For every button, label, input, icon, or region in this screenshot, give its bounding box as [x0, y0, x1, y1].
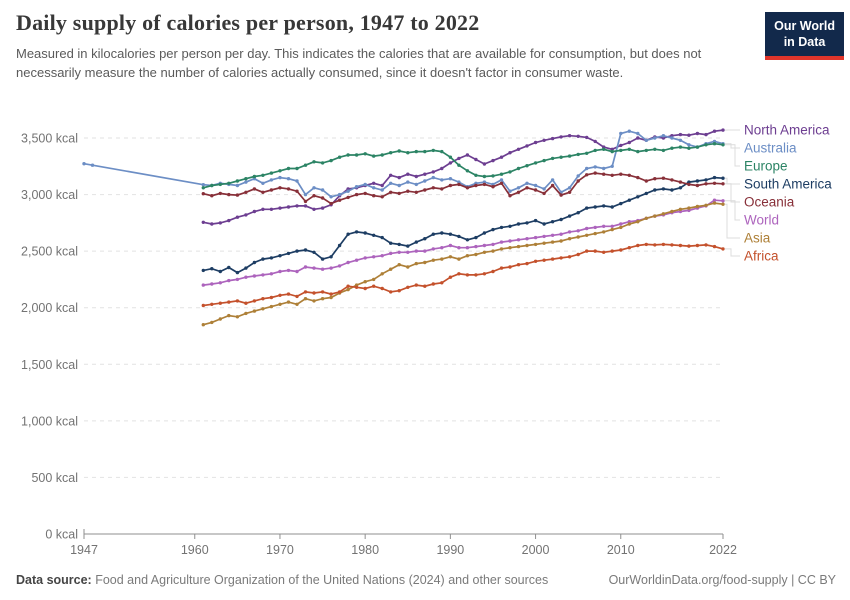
chart-subtitle: Measured in kilocalories per person per …: [16, 46, 702, 80]
legend-item-asia[interactable]: Asia: [744, 231, 771, 246]
series-line-australia: [83, 130, 724, 198]
chart-canvas[interactable]: 0 kcal 500 kcal 1,000 kcal 1,500 kcal 2,000 …: [0, 112, 850, 567]
legend-item-south-america[interactable]: South America: [744, 177, 832, 192]
y-tick-label: 1,000 kcal: [21, 414, 78, 428]
legend-connector: [725, 248, 740, 257]
x-tick-label: 1947: [70, 543, 98, 557]
owid-logo-line1: Our World: [774, 19, 835, 33]
legend-item-africa[interactable]: Africa: [744, 249, 779, 264]
x-tick-label: 2000: [522, 543, 550, 557]
legend-item-australia[interactable]: Australia: [744, 141, 797, 156]
legend-connector: [725, 144, 740, 167]
series-north-america: North America: [201, 123, 830, 226]
chart-footer: Data source: Food and Agriculture Organi…: [16, 573, 836, 587]
x-tick-label: 1970: [266, 543, 294, 557]
legend-connector: [725, 177, 740, 185]
owid-logo[interactable]: Our World in Data: [765, 12, 844, 61]
x-tick-label: 2022: [709, 543, 737, 557]
y-tick-label: 2,500 kcal: [21, 245, 78, 259]
y-tick-label: 3,000 kcal: [21, 188, 78, 202]
chart-header: Daily supply of calories per person, 194…: [16, 10, 756, 83]
data-source-label: Data source:: [16, 573, 92, 587]
x-axis: 1947 1960 1970 1980 1990 2000 2010 2022: [70, 529, 737, 557]
series-line-asia: [203, 202, 724, 326]
series-line-south-america: [203, 176, 724, 274]
series-south-america: South America: [201, 175, 832, 275]
y-grid: 0 kcal 500 kcal 1,000 kcal 1,500 kcal 2,000 …: [21, 132, 723, 542]
x-tick-label: 2010: [607, 543, 635, 557]
series-africa: Africa: [201, 242, 779, 308]
series-asia: Asia: [201, 201, 771, 327]
legend-item-europe[interactable]: Europe: [744, 159, 788, 174]
x-tick-label: 1960: [181, 543, 209, 557]
y-tick-label: 500 kcal: [31, 471, 78, 485]
legend-item-world[interactable]: World: [744, 213, 779, 228]
data-source-note: Data source: Food and Agriculture Organi…: [16, 573, 548, 587]
owid-logo-line2: in Data: [783, 34, 826, 49]
legend-item-north-america[interactable]: North America: [744, 123, 830, 138]
legend-connector: [725, 203, 740, 239]
credit-link[interactable]: OurWorldinData.org/food-supply | CC BY: [608, 573, 836, 587]
y-tick-label: 3,500 kcal: [21, 132, 78, 146]
legend-connector: [725, 183, 740, 203]
series-europe: Europe: [201, 142, 788, 190]
legend-item-oceania[interactable]: Oceania: [744, 195, 795, 210]
y-tick-label: 0 kcal: [45, 528, 78, 542]
y-tick-label: 2,000 kcal: [21, 301, 78, 315]
line-chart: 0 kcal 500 kcal 1,000 kcal 1,500 kcal 2,000 …: [0, 112, 850, 567]
series-world: World: [201, 198, 779, 287]
data-source-text: Food and Agriculture Organization of the…: [91, 573, 549, 587]
series-oceania: Oceania: [201, 171, 795, 210]
page-title: Daily supply of calories per person, 194…: [16, 10, 480, 35]
y-tick-label: 1,500 kcal: [21, 358, 78, 372]
x-tick-label: 1990: [436, 543, 464, 557]
x-tick-label: 1980: [351, 543, 379, 557]
legend-connector: [725, 200, 740, 221]
